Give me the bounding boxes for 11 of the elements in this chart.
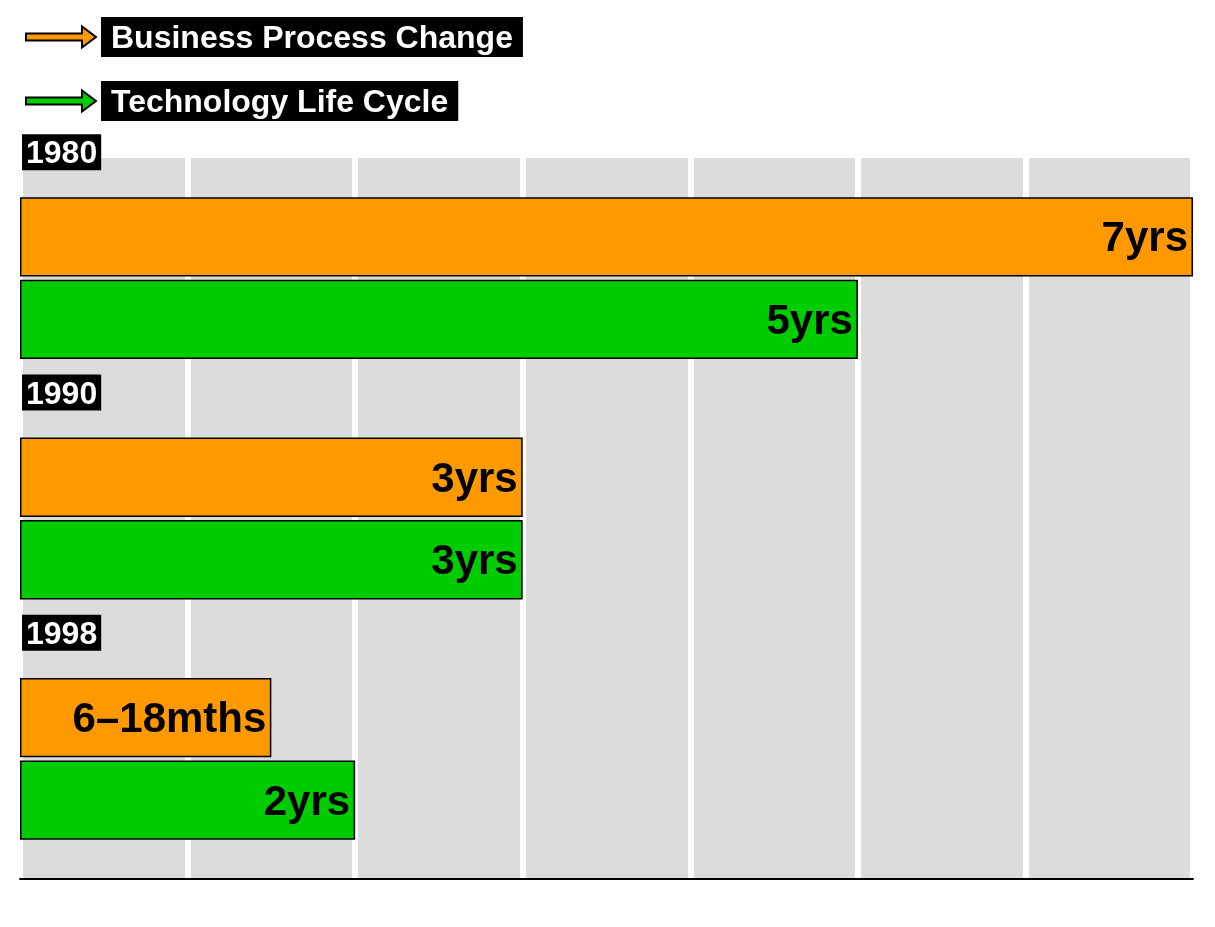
data-label: 6–18mths [72,694,267,742]
data-label: 7yrs [1101,213,1188,261]
data-label: 3yrs [431,536,518,584]
legend-label: Technology Life Cycle [111,83,449,119]
y-tick-label: 1998 [26,614,98,651]
y-tick-label: 1980 [26,134,98,171]
data-label: 3yrs [431,453,518,501]
legend-label: Business Process Change [111,19,513,55]
data-label: 2yrs [263,776,351,824]
data-label: 5yrs [766,295,853,343]
y-tick-label: 1990 [26,374,98,411]
